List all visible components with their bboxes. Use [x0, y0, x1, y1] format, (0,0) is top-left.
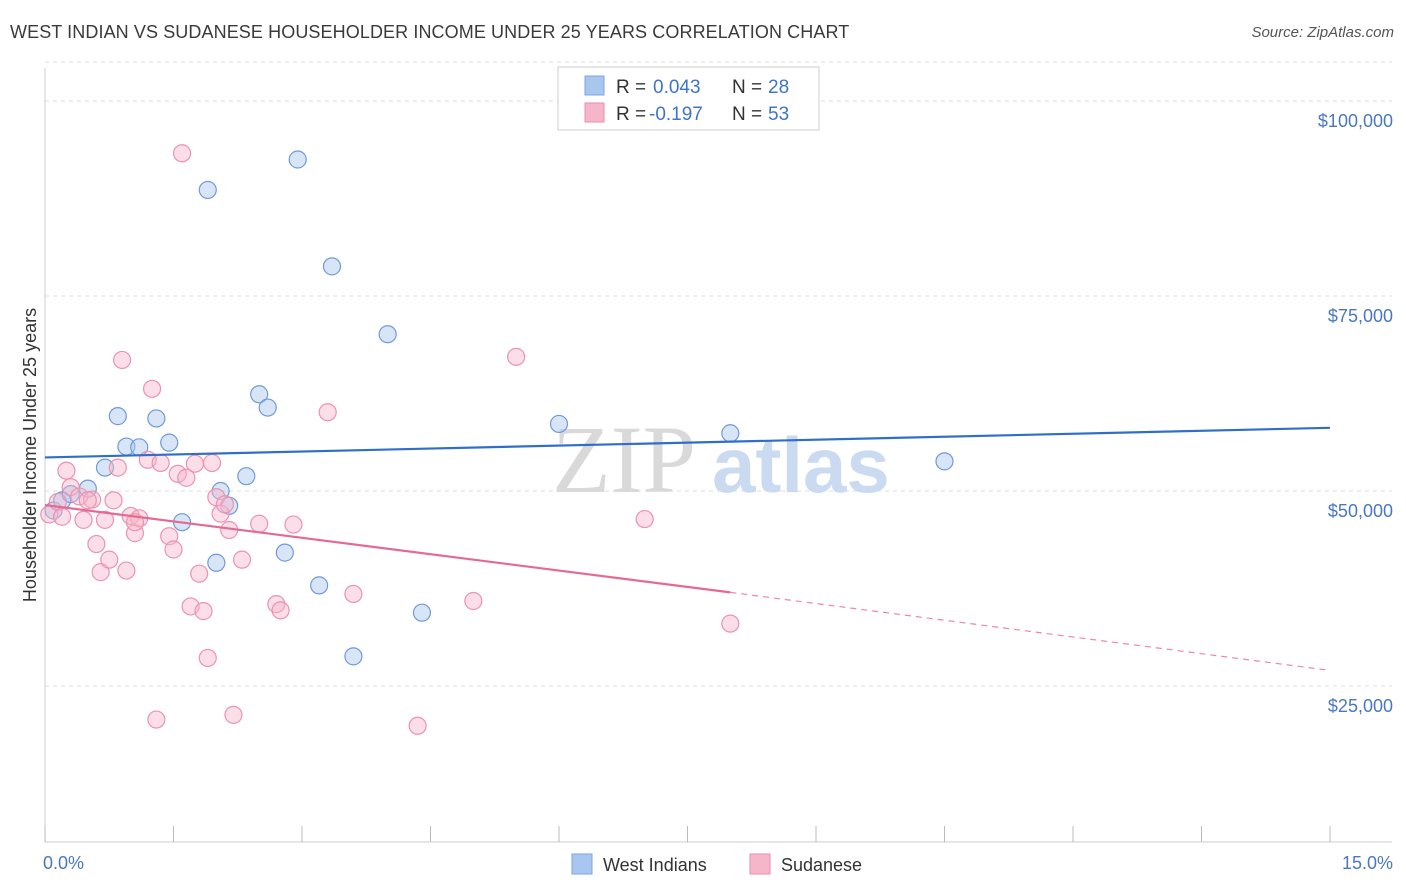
- sudanese-point: [408, 716, 427, 735]
- sudanese-point: [112, 350, 132, 370]
- bottom-legend-swatch-sudanese: [749, 853, 771, 875]
- sudanese-point: [142, 379, 162, 398]
- west-indians-point: [412, 603, 432, 622]
- sudanese-point: [100, 550, 119, 569]
- y-tick-label: $100,000: [1318, 111, 1393, 131]
- watermark-zip: ZIP: [552, 406, 696, 513]
- west-indians-trend-line: [44, 426, 1331, 459]
- west-indians-point: [108, 407, 127, 426]
- sudanese-point: [164, 540, 183, 559]
- sudanese-point: [224, 705, 243, 724]
- sudanese-point: [202, 453, 222, 473]
- sudanese-point: [177, 468, 196, 487]
- chart-title: WEST INDIAN VS SUDANESE HOUSEHOLDER INCO…: [10, 22, 850, 42]
- sudanese-point: [284, 515, 303, 534]
- sudanese-trend-line-extension: [730, 591, 1331, 671]
- legend-swatch-west-indians: [584, 75, 605, 96]
- west-indians-point: [310, 576, 329, 595]
- west-indians-point: [275, 543, 294, 562]
- grid: [45, 61, 1392, 687]
- y-tick-labels: $25,000 $50,000 $75,000 $100,000: [1318, 111, 1393, 716]
- axes: [44, 68, 1392, 843]
- sudanese-point: [185, 454, 205, 473]
- bottom-legend-west-indians: West Indians: [603, 855, 707, 875]
- sudanese-point: [172, 144, 192, 163]
- legend-r-label-2: R =: [616, 104, 646, 125]
- legend-n-value-1: 28: [768, 77, 789, 98]
- sudanese-point: [250, 514, 269, 533]
- legend-n-label-1: N =: [732, 77, 762, 98]
- x-tick-label: 15.0%: [1342, 853, 1393, 873]
- sudanese-point: [194, 602, 213, 621]
- west-indians-point: [95, 458, 115, 477]
- y-tick-label: $50,000: [1328, 501, 1393, 521]
- sudanese-point: [507, 347, 526, 366]
- sudanese-point: [104, 491, 123, 510]
- sudanese-point: [95, 510, 115, 529]
- sudanese-point: [57, 461, 76, 480]
- west-indians-point: [721, 424, 740, 443]
- source-label: Source: ZipAtlas.com: [1251, 24, 1394, 41]
- sudanese-point: [168, 464, 187, 483]
- legend-n-label-2: N =: [732, 104, 762, 125]
- west-indians-point: [160, 433, 179, 452]
- west-indians-point: [258, 398, 277, 417]
- west-indians-point: [250, 385, 269, 404]
- sudanese-point: [125, 524, 145, 543]
- west-indians-point: [147, 409, 166, 428]
- bottom-legend-swatch-west-indians: [571, 853, 593, 875]
- sudanese-point: [74, 510, 93, 529]
- legend-r-value-2: -0.197: [649, 104, 703, 125]
- legend-swatch-sudanese: [584, 102, 605, 123]
- west-indians-point: [378, 325, 397, 344]
- sudanese-point: [108, 458, 127, 477]
- sudanese-point: [211, 504, 230, 523]
- sudanese-point: [271, 601, 290, 620]
- sudanese-point: [190, 564, 209, 583]
- sudanese-point: [78, 491, 97, 510]
- west-indians-point: [549, 414, 569, 434]
- y-tick-label: $75,000: [1328, 306, 1393, 326]
- stats-legend: R = 0.043 N = 28 R = -0.197 N = 53: [557, 66, 820, 131]
- bottom-legend-sudanese: Sudanese: [781, 855, 862, 875]
- west-indians-point: [288, 150, 307, 169]
- west-indians-point: [198, 180, 217, 200]
- sudanese-point: [147, 710, 166, 729]
- west-indians-points: [44, 150, 954, 666]
- x-tick-label: 0.0%: [43, 853, 84, 873]
- west-indians-point: [322, 257, 342, 276]
- legend-r-label-1: R =: [616, 77, 646, 98]
- legend-r-value-1: 0.043: [653, 77, 701, 98]
- sudanese-point: [344, 584, 363, 604]
- sudanese-point: [464, 591, 483, 611]
- x-tick-labels: 0.0% 15.0%: [43, 853, 1393, 873]
- y-tick-label: $25,000: [1328, 696, 1393, 716]
- sudanese-point: [117, 561, 136, 580]
- watermark-atlas: atlas: [712, 421, 890, 509]
- series-legend: West Indians Sudanese: [571, 853, 862, 875]
- west-indians-point: [207, 553, 226, 572]
- sudanese-trend-line: [44, 503, 731, 594]
- west-indians-point: [237, 467, 256, 486]
- west-indians-point: [344, 647, 363, 666]
- sudanese-point: [151, 453, 170, 473]
- sudanese-point: [635, 509, 654, 529]
- trend-lines: [44, 426, 1331, 671]
- sudanese-point: [198, 648, 217, 668]
- sudanese-points: [40, 144, 740, 735]
- sudanese-point: [53, 507, 72, 526]
- sudanese-point: [318, 403, 337, 422]
- sudanese-point: [87, 534, 106, 554]
- west-indians-point: [935, 452, 954, 471]
- sudanese-point: [232, 550, 252, 569]
- sudanese-point: [721, 614, 740, 633]
- legend-n-value-2: 53: [768, 104, 789, 125]
- y-axis-title: Householder Income Under 25 years: [20, 308, 40, 602]
- sudanese-point: [91, 563, 110, 582]
- sudanese-point: [215, 495, 234, 514]
